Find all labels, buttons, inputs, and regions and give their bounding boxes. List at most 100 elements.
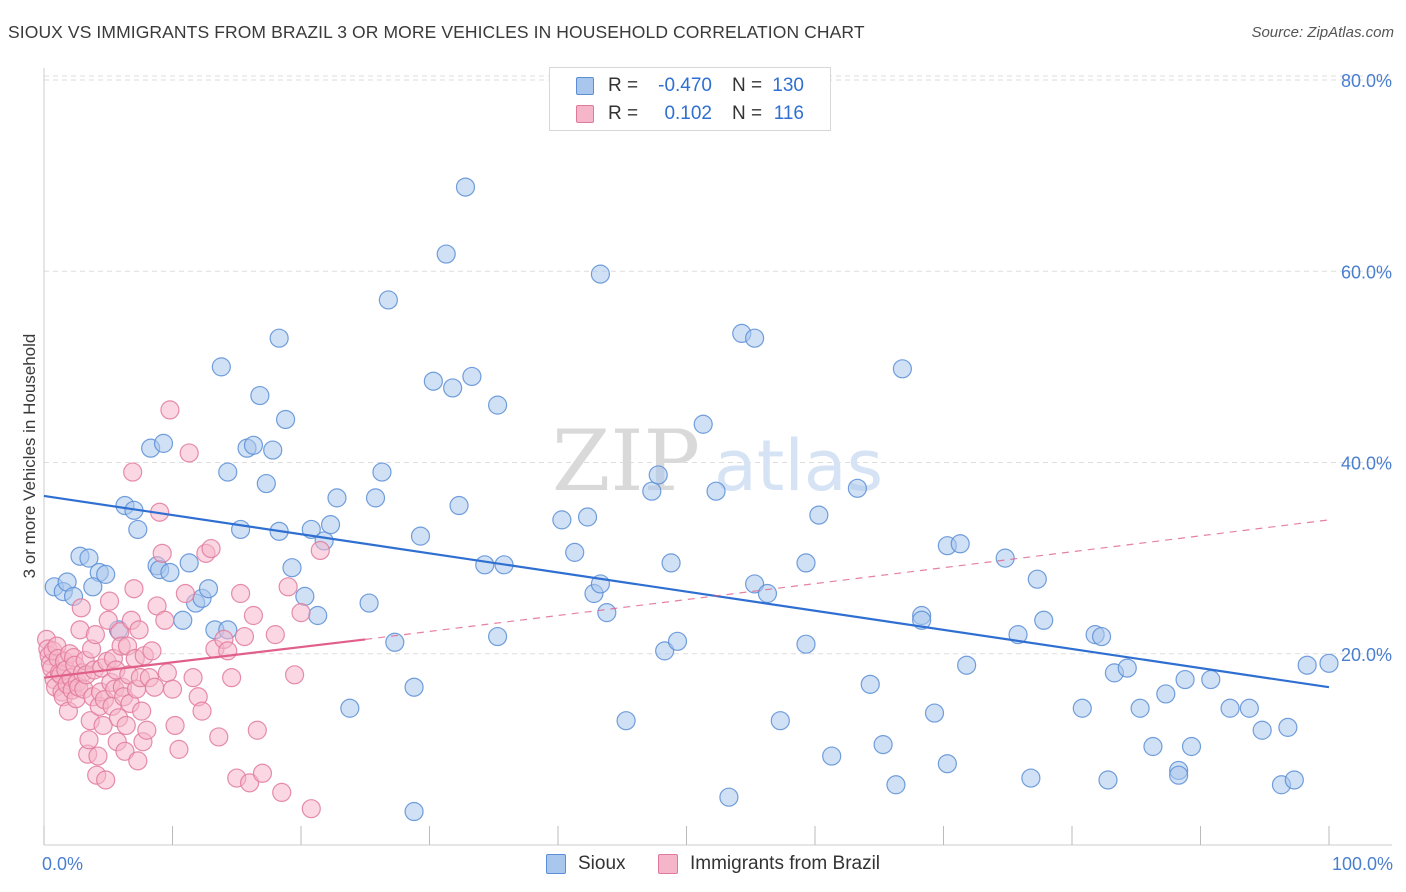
brazil-point — [243, 605, 264, 626]
sioux-point — [359, 593, 379, 613]
brazil-point — [209, 727, 229, 747]
brazil-swatch — [576, 105, 594, 123]
brazil-point — [160, 400, 180, 420]
sioux-point — [308, 605, 328, 626]
sioux-point — [847, 478, 868, 498]
sioux-point — [1021, 768, 1041, 788]
brazil-r-label: R = — [608, 103, 639, 124]
sioux-point — [809, 505, 829, 525]
sioux-point — [892, 359, 912, 379]
brazil-point — [132, 701, 152, 721]
sioux-point — [160, 562, 180, 583]
axes-layer — [43, 68, 1392, 846]
sioux-point — [937, 754, 957, 774]
sioux-point — [1278, 717, 1298, 737]
sioux-point — [423, 371, 443, 391]
sioux-point — [365, 488, 386, 508]
sioux-point — [796, 634, 816, 654]
sioux-point — [770, 711, 790, 731]
brazil-point — [99, 591, 120, 611]
sioux-point — [642, 481, 662, 501]
sioux-point — [1175, 669, 1195, 690]
brazil-point — [152, 543, 172, 563]
sioux-n-label: N = — [732, 75, 763, 96]
brazil-point — [71, 598, 91, 618]
brazil-point — [310, 540, 330, 561]
brazil-n-label: N = — [732, 103, 763, 124]
sioux-point — [1220, 698, 1240, 718]
sioux-point — [1027, 569, 1047, 589]
sioux-n-value: 130 — [772, 75, 804, 96]
brazil-point — [93, 715, 113, 736]
brazil-point — [175, 583, 195, 604]
sioux-point — [745, 328, 765, 348]
sioux-point — [269, 328, 289, 348]
brazil-point — [201, 538, 221, 559]
brazil-trend-extension — [365, 519, 1330, 641]
brazil-point — [96, 770, 116, 790]
sioux-point — [282, 558, 302, 578]
sioux-point — [886, 775, 906, 795]
brazil-trend-line — [43, 638, 366, 679]
sioux-r-value: -0.470 — [658, 75, 712, 96]
sioux-point — [706, 481, 726, 501]
sioux-trend-line — [43, 494, 1330, 689]
sioux-point — [275, 409, 296, 430]
legend-sioux-swatch — [546, 854, 566, 874]
brazil-point — [98, 610, 118, 630]
sioux-point — [1098, 770, 1118, 790]
sioux-point — [552, 510, 572, 530]
sioux-swatch — [576, 77, 594, 95]
sioux-point — [1239, 698, 1259, 718]
sioux-point — [295, 586, 315, 606]
legend-sioux-label: Sioux — [578, 853, 626, 874]
brazil-point — [123, 462, 143, 482]
brazil-point — [142, 641, 162, 661]
sioux-point — [745, 574, 765, 594]
sioux-point — [950, 534, 970, 554]
sioux-point — [1252, 720, 1272, 740]
sioux-point — [211, 357, 231, 377]
sioux-point — [860, 674, 880, 694]
stats-legend-row-brazil: R = 0.102 N = 116 — [550, 100, 830, 128]
sioux-point — [455, 177, 476, 197]
sioux-point — [462, 366, 482, 387]
sioux-point — [1156, 684, 1176, 704]
sioux-point — [404, 677, 424, 697]
sioux-point — [173, 610, 193, 630]
chart-title: SIOUX VS IMMIGRANTS FROM BRAZIL 3 OR MOR… — [8, 22, 865, 42]
sioux-point — [873, 734, 893, 755]
brazil-point — [169, 739, 189, 759]
sioux-point — [1091, 626, 1112, 647]
brazil-point — [252, 763, 273, 783]
sioux-point — [1319, 653, 1339, 673]
sioux-point — [661, 553, 681, 573]
sioux-r-label: R = — [608, 75, 639, 96]
brazil-point — [88, 746, 108, 766]
sioux-point — [822, 746, 842, 766]
brazil-point — [183, 668, 203, 688]
x-tick-label-max: 100.0% — [1332, 854, 1393, 874]
sioux-point — [1034, 610, 1054, 630]
sioux-point — [320, 515, 341, 535]
sioux-point — [301, 519, 321, 540]
grid-layer — [44, 75, 1392, 655]
brazil-point — [124, 579, 144, 599]
brazil-n-value: 116 — [773, 103, 804, 124]
y-tick-label: 60.0% — [1341, 262, 1392, 282]
brazil-point — [79, 730, 99, 750]
sioux-point — [912, 610, 932, 630]
legend-brazil-swatch — [658, 854, 678, 874]
sioux-point — [198, 579, 219, 599]
brazil-point — [247, 720, 267, 740]
sioux-point — [436, 244, 456, 264]
stats-legend-row-sioux: R = -0.470 N = 130 — [550, 72, 830, 100]
sioux-point — [449, 495, 469, 516]
x-tick-label-min: 0.0% — [42, 854, 83, 874]
brazil-point — [144, 677, 165, 697]
brazil-point — [128, 751, 148, 771]
sioux-point — [263, 440, 283, 460]
sioux-point — [153, 433, 174, 453]
sioux-point — [488, 395, 508, 415]
